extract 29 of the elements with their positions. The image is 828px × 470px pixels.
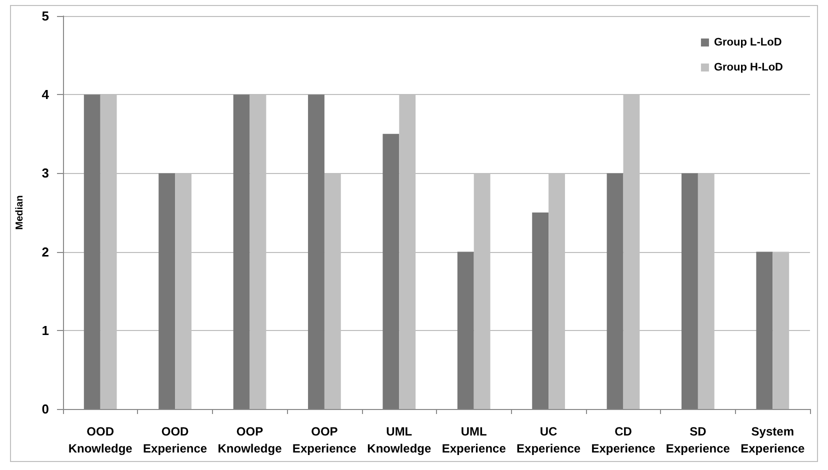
bar	[158, 173, 176, 409]
x-tick-label: UC Experience	[516, 424, 581, 456]
y-tick-label: 5	[42, 8, 49, 24]
y-tick-label: 4	[42, 87, 50, 102]
bar	[532, 212, 549, 409]
bar	[382, 134, 400, 409]
bar	[756, 252, 773, 409]
x-tick-label: OOD Experience	[143, 424, 208, 456]
x-tick-label: UML Experience	[442, 424, 506, 456]
y-tick-label: 0	[42, 402, 49, 416]
bar	[233, 94, 250, 409]
x-tick-label: OOP Experience	[292, 424, 357, 456]
bar	[308, 94, 324, 409]
legend-label: Group H-LoD	[714, 62, 784, 74]
bar	[457, 252, 474, 409]
x-tick-label: UML Knowledge	[367, 424, 432, 456]
legend-label: Group L-LoD	[714, 36, 782, 48]
x-tick-label: SD Experience	[666, 424, 730, 456]
x-tick-label: System Experience	[740, 424, 805, 456]
y-axis-title: Median	[14, 195, 26, 230]
x-tick-label: CD Experience	[591, 424, 656, 456]
bar	[682, 173, 698, 409]
bar	[606, 173, 624, 409]
y-tick-label: 1	[42, 322, 49, 338]
x-tick-label: OOD Knowledge	[68, 424, 133, 456]
y-tick-label: 3	[42, 166, 49, 181]
bar	[84, 94, 100, 409]
x-tick-label: OOP Knowledge	[218, 424, 282, 456]
y-tick-label: 2	[42, 244, 49, 260]
